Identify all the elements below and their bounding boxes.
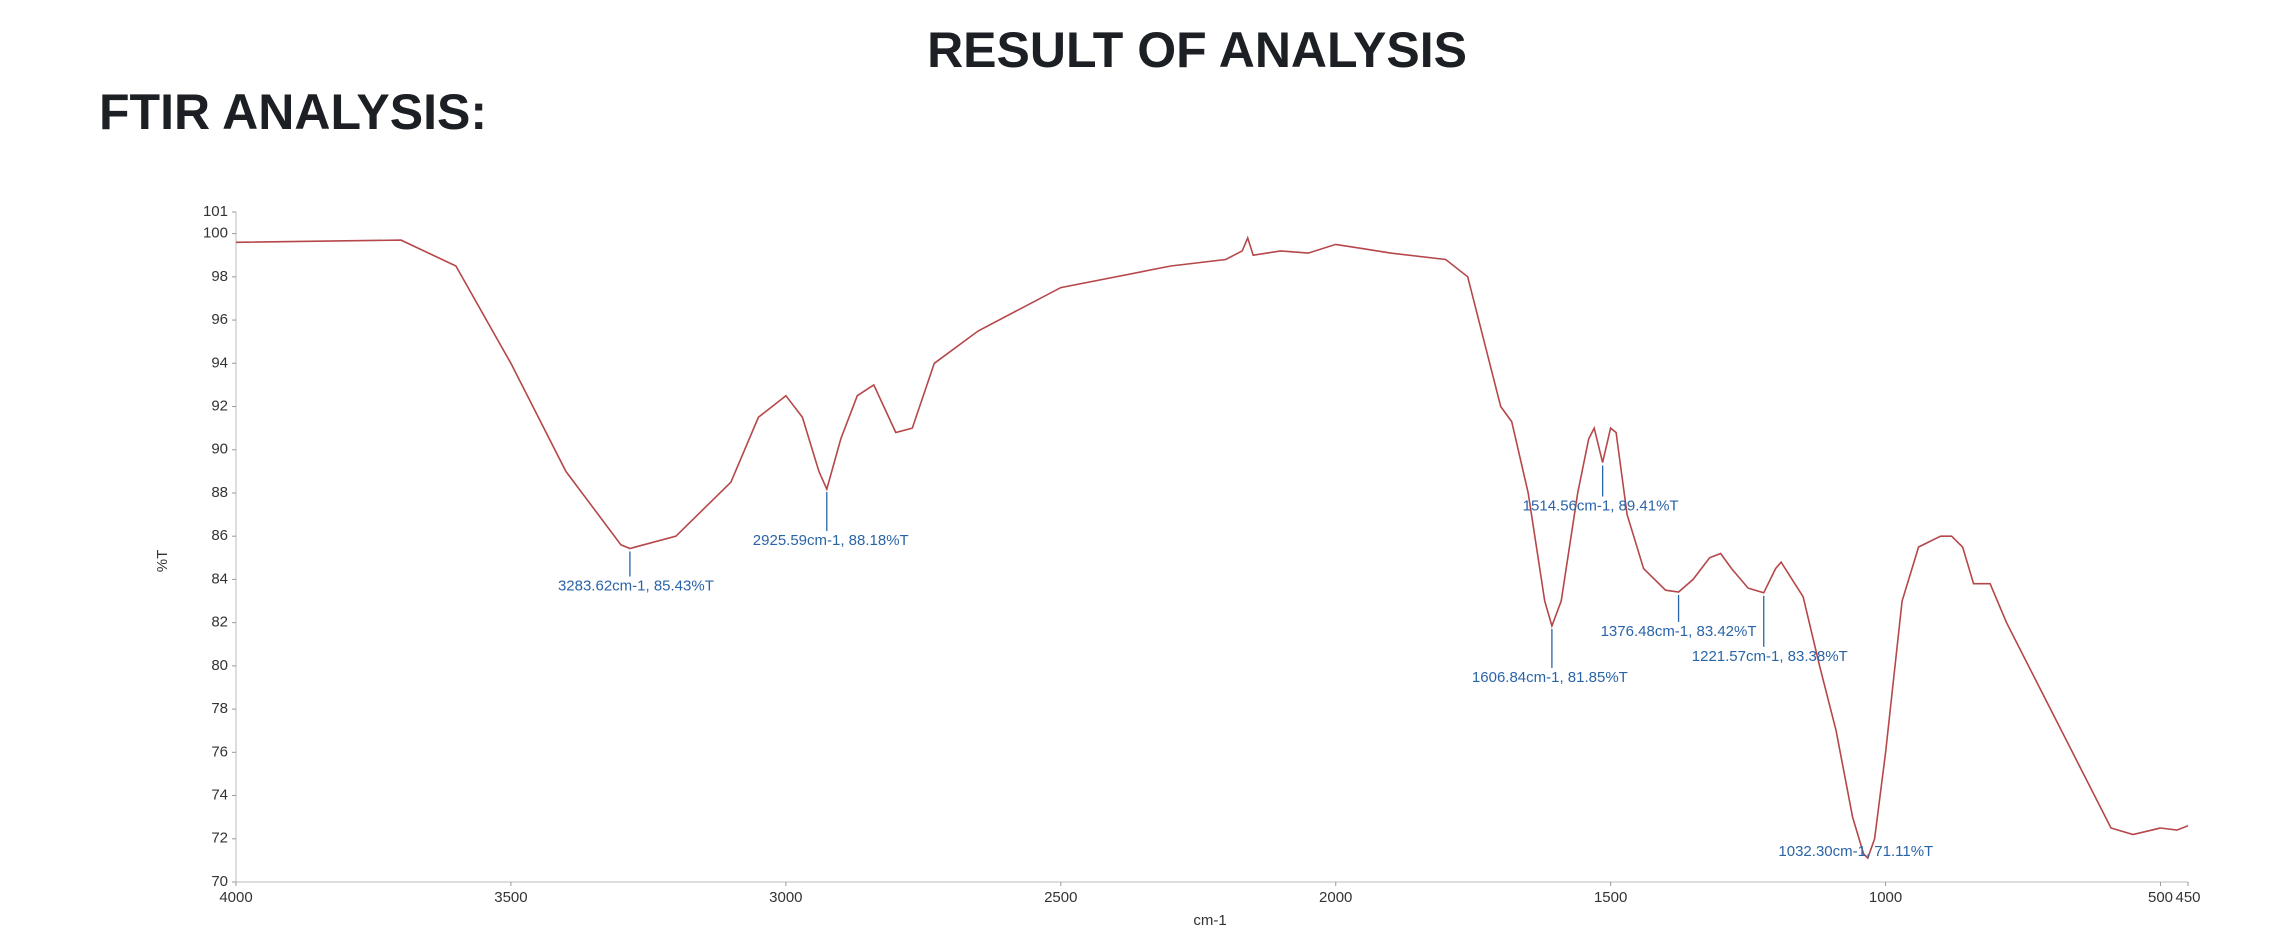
annotation-label: 1606.84cm-1, 81.85%T	[1472, 669, 1628, 686]
y-axis-label: %T	[154, 550, 171, 573]
x-tick-label: 4000	[219, 889, 252, 906]
x-tick-label: 2000	[1319, 889, 1352, 906]
y-tick-label: 78	[211, 700, 228, 717]
spectrum-line	[235, 235, 2189, 860]
x-tick-label: 1500	[1594, 889, 1627, 906]
annotation-label: 2925.59cm-1, 88.18%T	[753, 532, 909, 549]
x-tick-label: 500	[2148, 889, 2173, 906]
x-tick-label: 1000	[1869, 889, 1902, 906]
y-tick-label: 70	[211, 873, 228, 890]
x-tick-label: 2500	[1044, 889, 1077, 906]
y-tick-label: 80	[211, 657, 228, 674]
annotation-label: 1032.30cm-1, 71.11%T	[1778, 843, 1933, 860]
y-tick-label: 84	[211, 570, 228, 587]
x-tick-label: 450	[2175, 889, 2200, 906]
y-tick-label: 88	[211, 484, 228, 501]
y-tick-label: 72	[211, 830, 228, 847]
y-tick-label: 98	[211, 268, 228, 285]
y-tick-label: 94	[211, 354, 228, 371]
y-tick-label: 90	[211, 441, 228, 458]
annotation-label: 1221.57cm-1, 83.38%T	[1692, 648, 1848, 665]
y-tick-label: 74	[211, 787, 228, 804]
annotation-label: 1514.56cm-1, 89.41%T	[1523, 497, 1679, 514]
x-tick-label: 3000	[769, 889, 802, 906]
annotation-label: 1376.48cm-1, 83.42%T	[1601, 623, 1757, 640]
section-title: FTIR ANALYSIS:	[99, 84, 487, 140]
x-tick-label: 3500	[494, 889, 527, 906]
y-tick-label: 101	[203, 203, 228, 220]
y-tick-label: 82	[211, 614, 228, 631]
annotation-label: 3283.62cm-1, 85.43%T	[558, 577, 714, 594]
y-tick-label: 92	[211, 397, 228, 414]
y-tick-label: 100	[203, 225, 228, 242]
y-tick-label: 96	[211, 311, 228, 328]
x-axis-label: cm-1	[1193, 912, 1226, 929]
page-title: RESULT OF ANALYSIS	[927, 22, 1467, 78]
y-tick-label: 76	[211, 743, 228, 760]
y-tick-label: 86	[211, 527, 228, 544]
